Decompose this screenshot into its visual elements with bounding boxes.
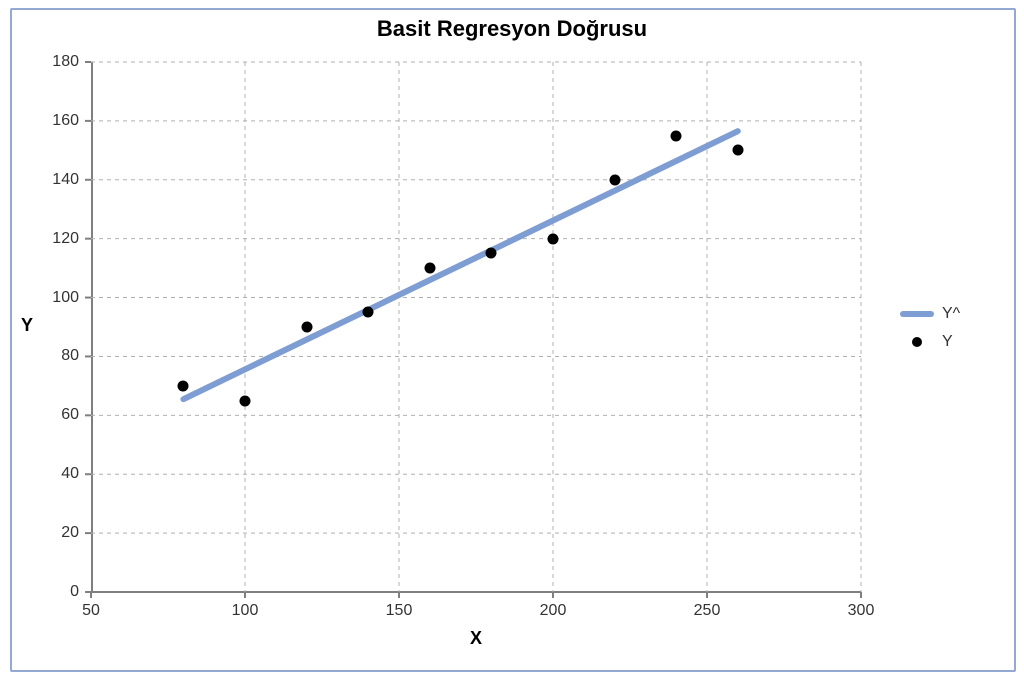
x-tick-label: 250 bbox=[694, 602, 721, 620]
scatter-point bbox=[363, 307, 374, 318]
scatter-point bbox=[732, 145, 743, 156]
y-tick-label: 160 bbox=[52, 112, 79, 130]
legend-dot-swatch bbox=[912, 337, 922, 347]
chart-title: Basit Regresyon Doğrusu bbox=[0, 16, 1024, 42]
y-tick-label: 80 bbox=[61, 347, 79, 365]
y-tick-label: 20 bbox=[61, 524, 79, 542]
x-tick-label: 200 bbox=[540, 602, 567, 620]
y-tick-label: 120 bbox=[52, 230, 79, 248]
x-tick-label: 100 bbox=[232, 602, 259, 620]
legend-item: Y bbox=[900, 328, 960, 356]
legend-line-swatch bbox=[900, 311, 934, 317]
y-tick-label: 0 bbox=[70, 583, 79, 601]
regression-line bbox=[91, 62, 861, 592]
y-tick-label: 60 bbox=[61, 406, 79, 424]
scatter-point bbox=[548, 233, 559, 244]
scatter-point bbox=[178, 380, 189, 391]
legend-label: Y bbox=[942, 333, 953, 351]
y-tick-label: 140 bbox=[52, 171, 79, 189]
scatter-point bbox=[671, 130, 682, 141]
scatter-point bbox=[424, 263, 435, 274]
scatter-point bbox=[240, 395, 251, 406]
y-tick-label: 100 bbox=[52, 289, 79, 307]
regression-chart: { "chart": { "type": "scatter-with-regre… bbox=[0, 0, 1024, 679]
plot-area bbox=[91, 62, 861, 592]
legend-label: Y^ bbox=[942, 305, 960, 323]
x-tick-label: 150 bbox=[386, 602, 413, 620]
x-axis-title: X bbox=[91, 628, 861, 649]
legend: Y^ Y bbox=[900, 300, 960, 356]
scatter-point bbox=[486, 248, 497, 259]
x-tick-label: 50 bbox=[82, 602, 100, 620]
scatter-point bbox=[609, 174, 620, 185]
y-tick-label: 40 bbox=[61, 465, 79, 483]
scatter-point bbox=[301, 322, 312, 333]
y-tick-label: 180 bbox=[52, 53, 79, 71]
legend-item: Y^ bbox=[900, 300, 960, 328]
x-tick-label: 300 bbox=[848, 602, 875, 620]
y-axis-title: Y bbox=[12, 315, 42, 336]
